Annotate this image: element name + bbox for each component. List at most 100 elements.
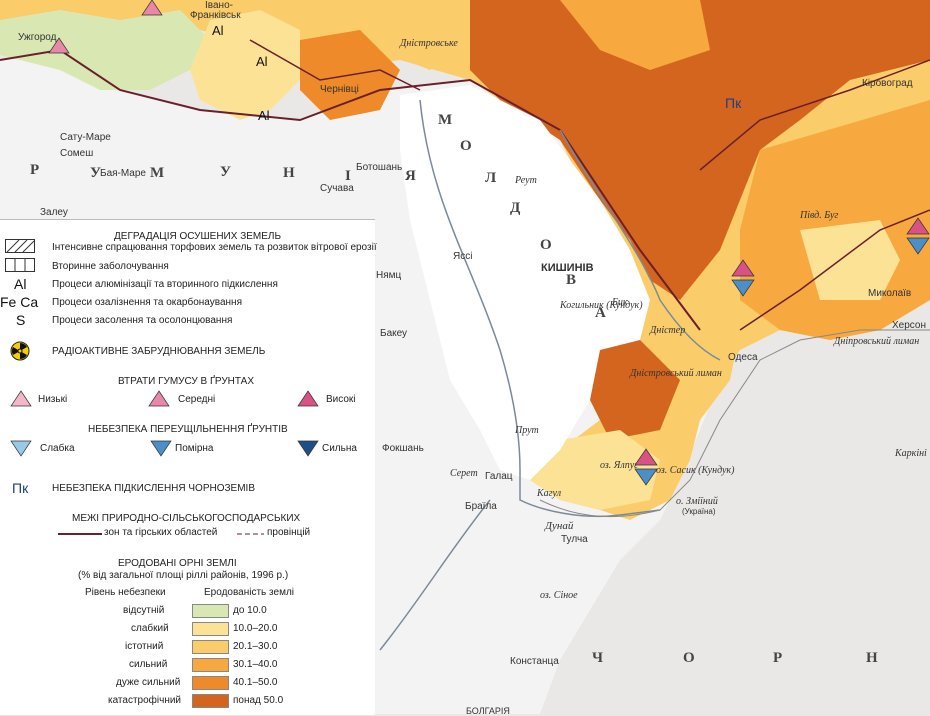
- compaction-low-icon: [10, 440, 32, 457]
- romania-label-6: І: [345, 168, 352, 184]
- erosion-swatch-4: [192, 676, 229, 690]
- city-kishiniv: КИШИНІВ: [541, 262, 594, 274]
- province-line-symbol: [237, 533, 264, 535]
- humus-high-icon: [297, 390, 319, 407]
- moldova-label-6: В: [566, 272, 578, 288]
- compaction-mid-icon: [150, 440, 172, 457]
- city-mykolaiv: Миколаїв: [868, 288, 912, 299]
- pk-symbol: Пк: [12, 480, 29, 496]
- legend-degradation-title: ДЕГРАДАЦІЯ ОСУШЕНИХ ЗЕМЕЛЬ: [114, 231, 282, 242]
- legend-degradation-item-4: Процеси озалізнення та окарбонаування: [52, 297, 242, 308]
- river-siret-label: Серет: [450, 468, 478, 479]
- grid-symbol: [5, 258, 35, 272]
- city-focshan: Фокшань: [382, 443, 424, 454]
- erosion-swatch-0: [192, 604, 229, 618]
- legend-degradation-item-5: Процеси засолення та осолонцювання: [52, 315, 233, 326]
- city-kirovograd: Кіровоград: [862, 78, 913, 89]
- romania-label-3: М: [150, 165, 166, 181]
- erosion-swatch-1: [192, 622, 229, 636]
- city-baia-mare: Бая-Маре: [100, 168, 146, 179]
- radioactive-icon: [10, 341, 30, 361]
- region-strong-erosion: [560, 0, 710, 70]
- erosion-swatch-2: [192, 640, 229, 654]
- zone-border-3: [739, 209, 930, 331]
- map-marker-humus-compaction-3: [906, 217, 930, 255]
- s-symbol: S: [16, 312, 26, 328]
- river-dniester: [559, 129, 721, 361]
- feca-symbol: Fe Ca: [0, 294, 39, 310]
- romania-label-7: Я: [405, 168, 417, 184]
- river-prut: [419, 99, 661, 518]
- river-kogilnyk-label: Когильник (Кундук): [560, 300, 643, 311]
- erosion-level-4: дуже сильний: [116, 677, 181, 688]
- romania-label-2: У: [90, 165, 103, 181]
- sea-label-3: Р: [773, 650, 784, 666]
- al-symbol: Al: [14, 276, 27, 292]
- coastline: [539, 329, 930, 518]
- city-odesa: Одеса: [728, 352, 758, 363]
- region-sig-erosion: [360, 0, 480, 70]
- humus-mid-icon: [148, 390, 170, 407]
- humus-low-icon: [10, 390, 32, 407]
- compaction-low-label: Слабка: [40, 443, 75, 454]
- city-satu-mare: Сату-Маре: [60, 132, 111, 143]
- romania-label-1: Р: [30, 162, 41, 178]
- city-zalau: Залеу: [40, 207, 68, 218]
- zone-border: [249, 39, 421, 91]
- moldova-label-2: О: [460, 138, 473, 154]
- erosion-swatch-5: [192, 694, 229, 708]
- erosion-level-3: сильний: [129, 659, 168, 670]
- city-ivano: Івано-: [205, 0, 233, 11]
- erosion-level-1: слабкий: [131, 623, 169, 634]
- compaction-high-label: Сильна: [322, 443, 357, 454]
- legend-humus-title: ВТРАТИ ГУМУСУ В ҐРУНТАХ: [118, 376, 255, 387]
- region-slight-erosion-east: [800, 220, 900, 300]
- compaction-mid-label: Помірна: [175, 443, 214, 454]
- river-byk-label: Бик: [612, 297, 628, 308]
- moldova-label-3: Л: [485, 170, 498, 186]
- karkinit-label: Каркіні: [895, 448, 927, 459]
- lake-kagul: Кагул: [537, 488, 562, 499]
- zone-line-symbol: [58, 533, 102, 535]
- city-yassy: Яссі: [453, 251, 473, 262]
- erosion-swatch-3: [192, 658, 229, 672]
- state-border: [0, 48, 701, 331]
- river-dunai-label: Дунай: [545, 520, 574, 532]
- region-slight-erosion: [190, 10, 300, 120]
- pk-map-label: Пк: [725, 95, 742, 111]
- bounds-zones-label: зон та гірських областей: [104, 527, 218, 538]
- dniester-reservoir: Дністровське: [400, 38, 458, 49]
- humus-mid-label: Середні: [178, 394, 216, 405]
- city-constanta: Констанца: [510, 656, 559, 667]
- legend-erosion-title: ЕРОДОВАНІ ОРНІ ЗЕМЛІ: [118, 558, 237, 569]
- river-prut-label: Прут: [515, 425, 539, 436]
- erosion-level-5: катастрофічний: [108, 695, 182, 706]
- erosion-range-4: 40.1–50.0: [233, 677, 278, 688]
- romania-label-5: Н: [283, 165, 296, 181]
- city-galats: Галац: [485, 471, 513, 482]
- erosion-range-0: до 10.0: [233, 605, 267, 616]
- legend-acid-title: НЕБЕЗПЕКА ПІДКИСЛЕННЯ ЧОРНОЗЕМІВ: [52, 483, 255, 494]
- river-danube: [379, 499, 491, 651]
- dniester-liman: Дністровський лиман: [630, 368, 722, 379]
- erosion-range-3: 30.1–40.0: [233, 659, 278, 670]
- moldova-label-1: М: [438, 112, 454, 128]
- sea-label-2: О: [683, 650, 696, 666]
- legend-erosion-subtitle: (% від загальної площі ріллі районів, 19…: [78, 570, 289, 581]
- region-catastrophic-south: [590, 340, 680, 440]
- romania-label-4: У: [220, 164, 233, 180]
- city-niamts: Нямц: [376, 270, 402, 281]
- city-frankivsk: Франківськ: [190, 10, 241, 21]
- legend-erosion-col2: Еродованість землі: [204, 587, 295, 598]
- zone-border-2: [699, 59, 930, 171]
- humus-high-label: Високі: [326, 394, 356, 405]
- compaction-high-icon: [297, 440, 319, 457]
- city-tulcha: Тулча: [561, 534, 588, 545]
- humus-triangle-map-1: [48, 37, 70, 54]
- island-zmiinyi: о. Зміїний: [676, 496, 718, 507]
- humus-low-label: Низькі: [38, 394, 68, 405]
- region-slight-south: [530, 430, 660, 510]
- lake-yalpug: оз. Ялпуг: [600, 460, 639, 471]
- erosion-range-1: 10.0–20.0: [233, 623, 278, 634]
- region-low-erosion: [0, 10, 210, 90]
